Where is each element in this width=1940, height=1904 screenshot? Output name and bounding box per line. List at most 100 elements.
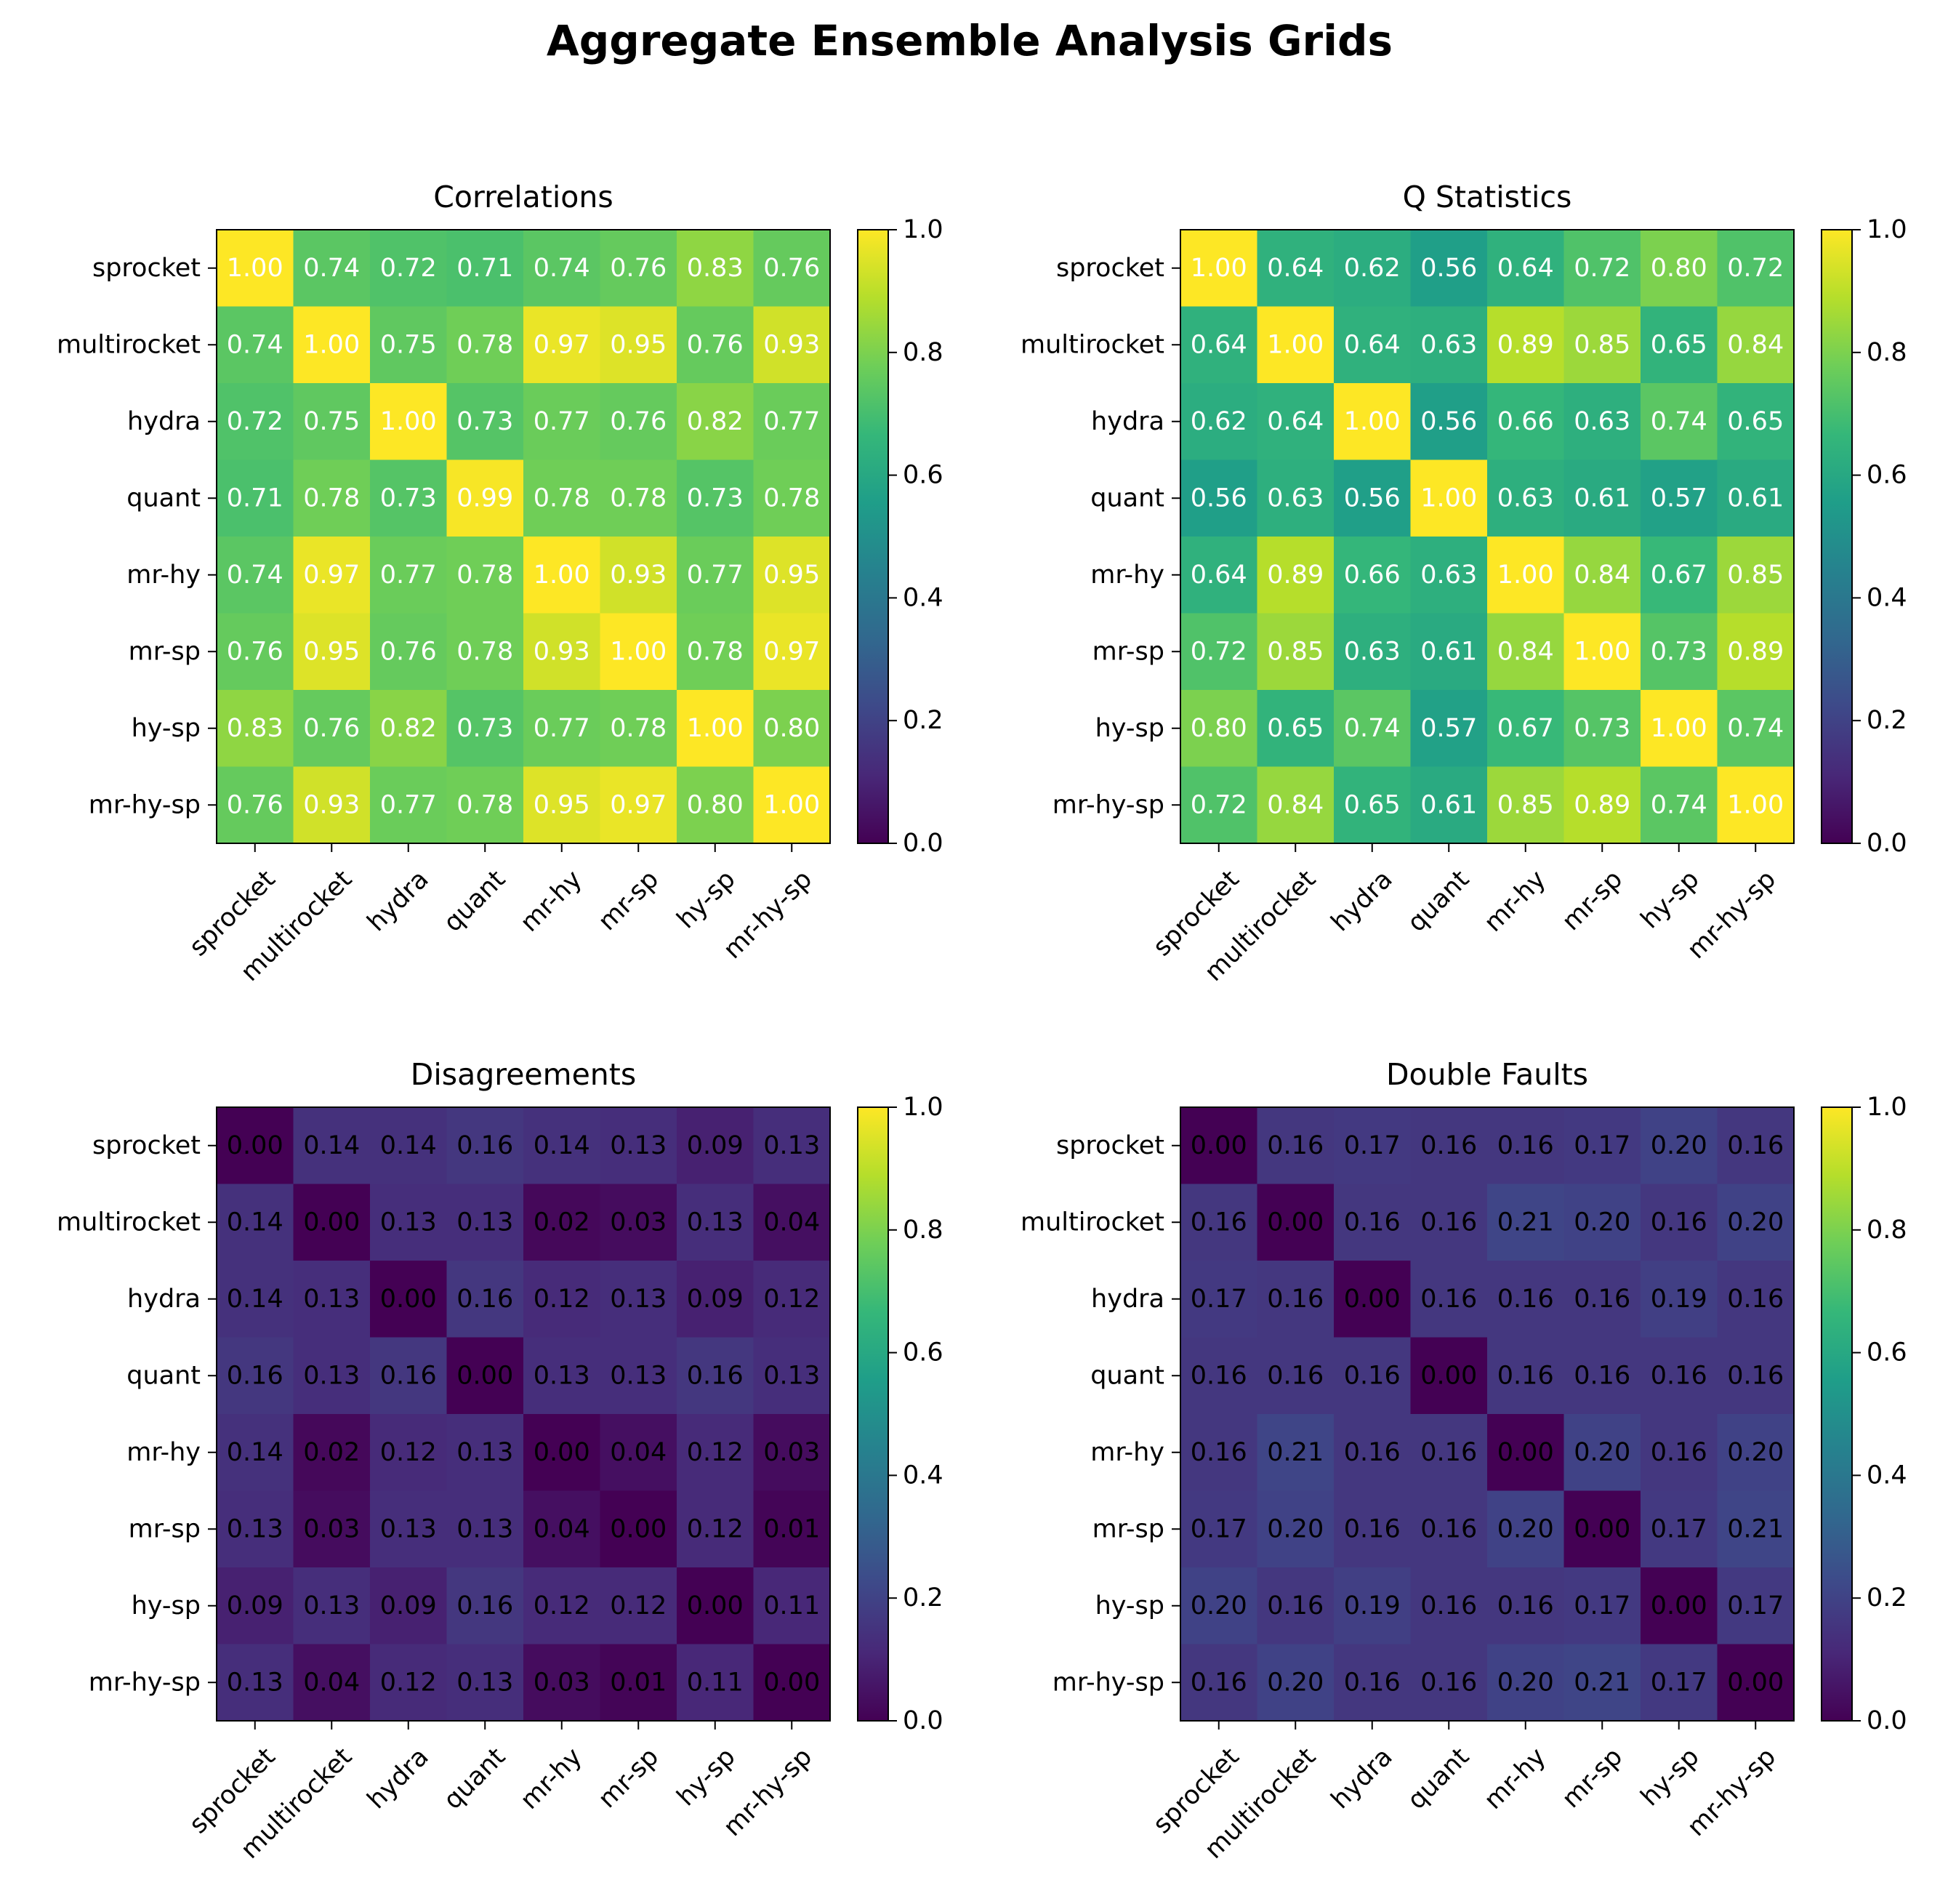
cell-value-label: 0.85 [1497, 790, 1554, 819]
heatmap-cell [677, 459, 754, 537]
heatmap-cell [1257, 459, 1335, 537]
cell-value-label: 0.72 [1727, 254, 1784, 283]
cell-value-label: 0.19 [1651, 1285, 1707, 1314]
heatmap-cell [523, 1107, 601, 1185]
heatmap-cell [677, 537, 754, 614]
cell-value-label: 0.16 [1651, 1208, 1707, 1237]
cell-value-label: 0.65 [1727, 407, 1784, 436]
cell-value-label: 0.17 [1727, 1591, 1784, 1620]
heatmap-cell [753, 1644, 831, 1722]
heatmap-cell [600, 1490, 677, 1568]
colorbar-tick-label: 0.2 [1867, 1583, 1907, 1612]
cell-value-label: 0.00 [1651, 1591, 1707, 1620]
cell-value-label: 0.72 [1191, 637, 1247, 666]
heatmap-cell [600, 766, 677, 844]
cell-value-label: 0.89 [1267, 561, 1324, 590]
cell-value-label: 0.03 [610, 1208, 667, 1237]
cell-value-label: 0.09 [380, 1591, 437, 1620]
cell-value-label: 0.65 [1651, 330, 1707, 359]
heatmap-cell [523, 306, 601, 384]
heatmap-cell [1180, 383, 1258, 461]
x-tick-label: hy-sp [1635, 865, 1705, 935]
cell-value-label: 0.16 [1344, 1208, 1401, 1237]
heatmap-cell [293, 306, 371, 384]
cell-value-label: 1.00 [763, 790, 820, 819]
cell-value-label: 0.76 [303, 714, 360, 743]
y-tick-label: hy-sp [1095, 1591, 1164, 1620]
y-tick-label: sprocket [92, 254, 201, 283]
heatmap-cell [446, 306, 524, 384]
cell-value-label: 0.13 [610, 1131, 667, 1160]
heatmap-cell [1180, 459, 1258, 537]
cell-value-label: 1.00 [610, 637, 667, 666]
heatmap-cell [1487, 690, 1565, 768]
heatmap-cell [1641, 1337, 1718, 1415]
heatmap-cell [1180, 1107, 1258, 1185]
cell-value-label: 0.85 [1267, 637, 1324, 666]
cell-value-label: 0.16 [1420, 1131, 1477, 1160]
cell-value-label: 0.20 [1727, 1438, 1784, 1467]
cell-value-label: 0.84 [1497, 637, 1554, 666]
heatmap-cell [1563, 690, 1641, 768]
colorbar-tick-label: 0.8 [903, 338, 943, 367]
heatmap-cell [1334, 230, 1412, 308]
heatmap-cell [1717, 383, 1795, 461]
heatmap-cell [1641, 1107, 1718, 1185]
heatmap-cell [446, 1337, 524, 1415]
cell-value-label: 0.00 [227, 1131, 283, 1160]
heatmap-cell [1641, 1490, 1718, 1568]
cell-value-label: 0.16 [1497, 1131, 1554, 1160]
cell-value-label: 0.14 [534, 1131, 590, 1160]
y-tick-label: hydra [1091, 1285, 1164, 1314]
cell-value-label: 0.00 [763, 1668, 820, 1697]
cell-value-label: 0.17 [1574, 1131, 1630, 1160]
cell-value-label: 0.16 [1344, 1514, 1401, 1543]
cell-value-label: 0.13 [534, 1361, 590, 1390]
heatmap-cell [1641, 537, 1718, 614]
heatmap-cell [1257, 1261, 1335, 1338]
heatmap-cell [217, 1337, 294, 1415]
heatmap-cell [753, 766, 831, 844]
heatmap-cell [217, 1490, 294, 1568]
cell-value-label: 0.85 [1727, 561, 1784, 590]
heatmap-cell [1257, 537, 1335, 614]
cell-value-label: 0.14 [227, 1208, 283, 1237]
cell-value-label: 0.64 [1497, 254, 1554, 283]
cell-value-label: 0.64 [1267, 407, 1324, 436]
y-tick-label: mr-hy-sp [1052, 1668, 1164, 1697]
colorbar-tick-label: 0.6 [1867, 461, 1907, 490]
double-faults-panel: Double Faults 0.00 0.16 0.17 0.16 0.16 0.17 0.2… [1021, 1057, 1907, 1865]
cell-value-label: 1.00 [303, 330, 360, 359]
heatmap-cell [1334, 1107, 1412, 1185]
cell-value-label: 0.17 [1344, 1131, 1401, 1160]
cell-value-label: 0.95 [303, 637, 360, 666]
cell-value-label: 0.13 [687, 1208, 744, 1237]
cell-value-label: 0.09 [687, 1285, 744, 1314]
disagreements-title: Disagreements [411, 1057, 636, 1092]
heatmap-cell [217, 766, 294, 844]
heatmap-cell [1641, 383, 1718, 461]
x-tick-label: hy-sp [672, 865, 741, 935]
heatmap-cell [753, 613, 831, 691]
heatmap-cell [1563, 1490, 1641, 1568]
heatmap-cell [600, 1414, 677, 1492]
x-tick-label: quant [1402, 865, 1475, 938]
heatmap-cell [677, 1644, 754, 1722]
cell-value-label: 0.20 [1727, 1208, 1784, 1237]
heatmap-cell [1410, 383, 1488, 461]
cell-value-label: 0.17 [1651, 1668, 1707, 1697]
colorbar-tick-label: 0.8 [1867, 338, 1907, 367]
cell-value-label: 0.20 [1651, 1131, 1707, 1160]
cell-value-label: 0.16 [456, 1131, 513, 1160]
heatmap-cell [293, 1184, 371, 1261]
x-tick-label: mr-sp [1557, 1743, 1629, 1815]
heatmap-cell [753, 1261, 831, 1338]
cell-value-label: 0.76 [380, 637, 437, 666]
y-tick-label: hy-sp [1095, 714, 1164, 743]
heatmap-cell [293, 690, 371, 768]
heatmap-cell [1180, 537, 1258, 614]
cell-value-label: 0.61 [1574, 483, 1630, 513]
heatmap-cell [1257, 1567, 1335, 1645]
y-tick-label: mr-hy [126, 1438, 201, 1467]
heatmap-cell [293, 1107, 371, 1185]
